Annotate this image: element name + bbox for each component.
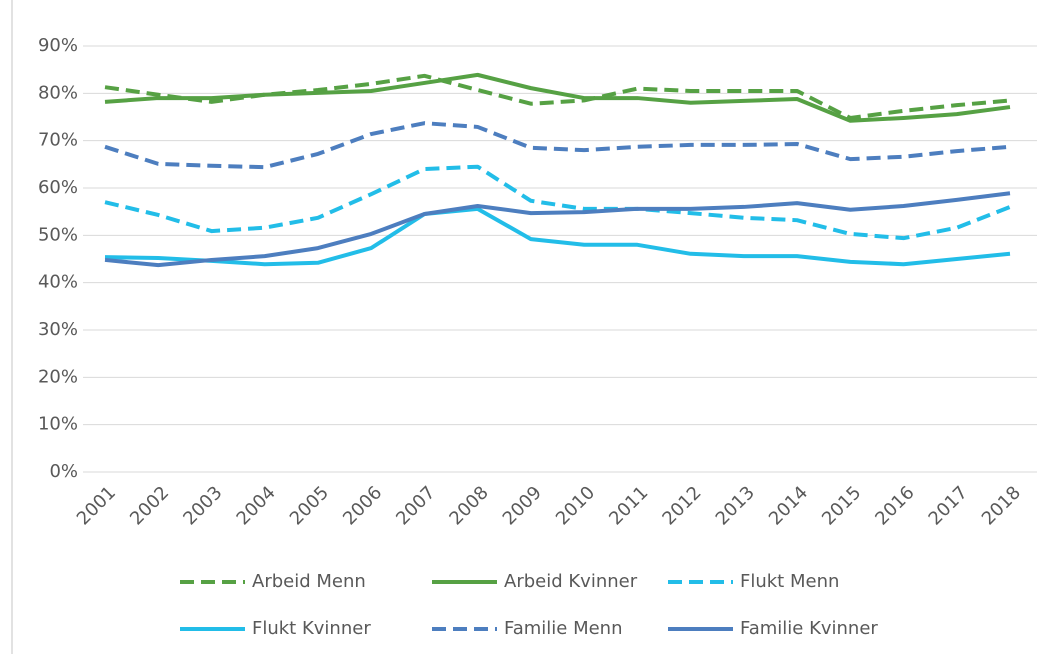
x-tick-label: 2003	[179, 482, 226, 529]
y-tick-label: 20%	[38, 366, 78, 387]
y-tick-label: 0%	[49, 461, 78, 482]
x-tick-label: 2012	[658, 482, 705, 529]
series-line	[104, 121, 1011, 170]
x-tick-label: 2002	[126, 482, 173, 529]
y-tick-label: 90%	[38, 35, 78, 56]
series-line	[104, 191, 1011, 268]
x-tick-label: 2006	[339, 482, 386, 529]
x-tick-label: 2009	[499, 482, 546, 529]
x-tick-label: 2015	[818, 482, 865, 529]
y-tick-label: 80%	[38, 82, 78, 103]
legend-label: Familie Kvinner	[740, 618, 878, 639]
legend-label: Familie Menn	[504, 618, 623, 639]
y-tick-label: 30%	[38, 319, 78, 340]
legend-label: Arbeid Menn	[252, 571, 366, 592]
x-tick-label: 2007	[392, 482, 439, 529]
series-line	[104, 206, 1011, 267]
y-tick-label: 50%	[38, 224, 78, 245]
x-tick-label: 2008	[445, 482, 492, 529]
y-tick-label: 70%	[38, 130, 78, 151]
x-tick-label: 2017	[925, 482, 972, 529]
series-line	[104, 72, 1011, 123]
x-tick-label: 2005	[286, 482, 333, 529]
x-tick-label: 2011	[605, 482, 652, 529]
y-tick-label: 40%	[38, 272, 78, 293]
legend-label: Arbeid Kvinner	[504, 571, 638, 592]
y-tick-label: 10%	[38, 414, 78, 435]
x-tick-label: 2014	[765, 482, 812, 529]
series-line	[104, 164, 1011, 241]
x-tick-label: 2018	[978, 482, 1025, 529]
x-tick-label: 2013	[712, 482, 759, 529]
x-tick-label: 2001	[73, 482, 120, 529]
x-tick-label: 2010	[552, 482, 599, 529]
legend-label: Flukt Kvinner	[252, 618, 371, 639]
y-tick-label: 60%	[38, 177, 78, 198]
legend-label: Flukt Menn	[740, 571, 839, 592]
x-tick-label: 2004	[233, 482, 280, 529]
x-tick-label: 2016	[871, 482, 918, 529]
